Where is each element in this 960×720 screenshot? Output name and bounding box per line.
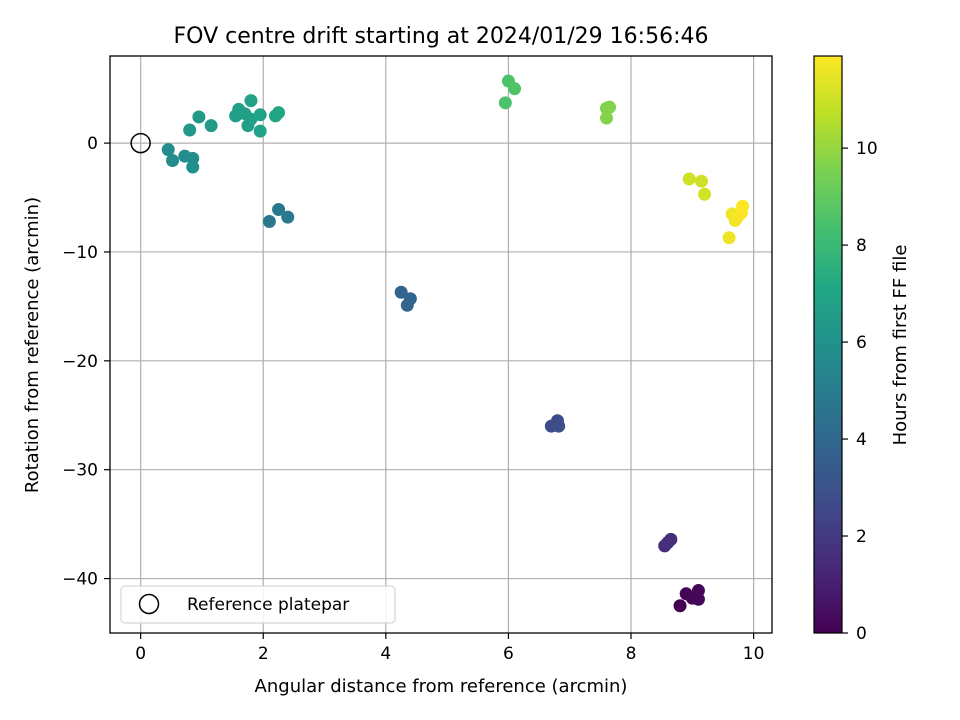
y-tick-label: −10 — [62, 243, 98, 263]
data-point — [272, 106, 286, 120]
colorbar-ticks: 0 2 4 6 8 10 — [842, 139, 878, 644]
y-axis-ticks: 0 −10 −20 −30 −40 — [62, 134, 110, 590]
data-point — [498, 96, 512, 110]
data-point — [183, 123, 197, 137]
x-tick-label: 2 — [258, 644, 269, 664]
x-tick-label: 0 — [135, 644, 146, 664]
colorbar-gradient — [813, 55, 843, 634]
data-point — [204, 119, 218, 133]
data-point — [400, 298, 414, 312]
x-axis-label: Angular distance from reference (arcmin) — [255, 676, 628, 697]
legend-label: Reference platepar — [187, 595, 349, 615]
data-point — [161, 143, 175, 157]
data-point — [281, 210, 295, 224]
legend: Reference platepar — [120, 585, 396, 624]
data-point — [508, 82, 522, 96]
data-point — [695, 174, 709, 188]
colorbar-tick-label: 6 — [856, 333, 867, 353]
y-tick-label: −20 — [62, 352, 98, 372]
data-point — [664, 532, 678, 546]
reference-platepar-marker — [130, 132, 151, 154]
colorbar-tick-label: 2 — [856, 527, 867, 547]
x-tick-label: 8 — [626, 644, 637, 664]
colorbar-tick-label: 4 — [856, 430, 867, 450]
data-point — [262, 214, 276, 228]
x-axis-ticks: 0 2 4 6 8 10 — [135, 633, 764, 664]
data-point — [552, 419, 566, 433]
plot-frame — [109, 55, 773, 634]
data-point — [192, 110, 206, 124]
data-point — [186, 160, 200, 174]
plot-area: 0 2 4 6 8 10 0 −10 −20 −30 −40 — [62, 55, 773, 664]
data-point — [600, 111, 613, 125]
colorbar: 0 2 4 6 8 10 Hours from first FF file — [813, 55, 911, 644]
colorbar-label: Hours from first FF file — [890, 245, 911, 446]
colorbar-tick-label: 8 — [856, 236, 867, 256]
data-point — [166, 154, 180, 168]
data-point — [673, 599, 687, 613]
y-tick-label: −40 — [62, 570, 98, 590]
data-point — [253, 108, 267, 122]
data-point — [394, 285, 408, 299]
data-point — [253, 124, 267, 138]
legend-marker — [138, 593, 160, 615]
y-tick-label: −30 — [62, 461, 98, 481]
data-point — [736, 199, 750, 213]
x-tick-label: 6 — [503, 644, 514, 664]
colorbar-tick-label: 10 — [856, 139, 878, 159]
x-tick-label: 10 — [743, 644, 765, 664]
chart-title: FOV centre drift starting at 2024/01/29 … — [174, 24, 709, 49]
scatter-points — [161, 74, 750, 613]
grid-lines — [110, 56, 772, 633]
data-point — [722, 231, 736, 245]
y-tick-label: 0 — [87, 134, 98, 154]
y-axis-label: Rotation from reference (arcmin) — [22, 197, 43, 493]
colorbar-tick-label: 0 — [856, 624, 867, 644]
data-point — [244, 94, 258, 108]
data-point — [698, 187, 712, 201]
legend-box — [120, 585, 396, 624]
data-point — [682, 172, 696, 186]
data-point — [603, 100, 617, 114]
x-tick-label: 4 — [380, 644, 391, 664]
data-point — [691, 584, 705, 598]
data-point — [272, 203, 286, 217]
